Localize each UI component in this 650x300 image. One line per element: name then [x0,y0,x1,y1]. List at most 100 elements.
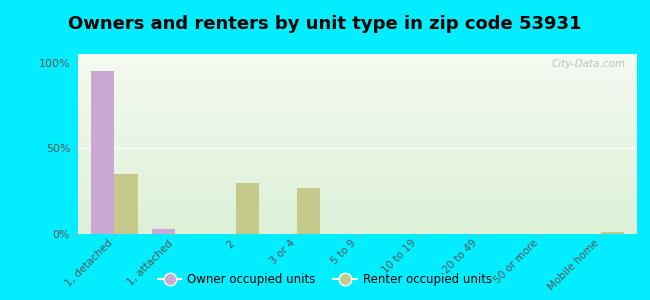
Bar [78,86,637,88]
Bar [78,126,637,128]
Bar [78,142,637,144]
Bar [78,193,637,194]
Bar [78,223,637,225]
Bar [78,162,637,164]
Bar [78,95,637,97]
Bar [78,72,637,74]
Bar [78,167,637,169]
Bar [78,214,637,216]
Bar [78,119,637,121]
Bar [78,74,637,76]
Bar [78,103,637,104]
Bar [78,76,637,77]
Bar [78,155,637,157]
Bar [78,203,637,205]
Bar [78,220,637,221]
Bar [78,101,637,103]
Bar [78,225,637,227]
Bar [78,77,637,79]
Bar [78,94,637,95]
Bar [78,164,637,166]
Bar [78,59,637,61]
Bar [78,108,637,110]
Bar [78,54,637,56]
Bar [78,146,637,148]
Bar [78,205,637,207]
Bar [78,216,637,218]
Bar [92,71,114,234]
Bar [78,67,637,68]
Bar [78,151,637,153]
Bar [78,157,637,158]
Bar [78,58,637,59]
Bar [78,173,637,175]
Bar [78,191,637,193]
Bar [78,133,637,135]
Bar [78,211,637,212]
Bar [78,115,637,117]
Bar [78,169,637,171]
Bar [78,207,637,209]
Bar [78,124,637,126]
Bar [78,229,637,230]
Bar [78,194,637,196]
Bar [78,110,637,112]
Bar [78,180,637,182]
Bar [78,90,637,92]
Bar [78,175,637,176]
Bar [78,139,637,140]
Bar [78,81,637,83]
Bar [236,183,259,234]
Bar [114,174,138,234]
Bar [78,113,637,115]
Bar [78,137,637,139]
Bar [78,65,637,67]
Bar [78,218,637,220]
Bar [78,85,637,86]
Bar [78,130,637,131]
Bar [78,209,637,211]
Bar [78,160,637,162]
Bar [78,61,637,63]
Bar [78,70,637,72]
Bar [78,196,637,198]
Bar [78,176,637,178]
Text: City-Data.com: City-Data.com [552,59,626,69]
Bar [78,56,637,58]
Bar [78,171,637,173]
Bar [78,122,637,124]
Bar [78,144,637,146]
Bar [78,140,637,142]
Bar [78,106,637,108]
Bar [78,148,637,149]
Bar [78,92,637,94]
Bar [297,188,320,234]
Bar [78,232,637,234]
Bar [601,232,623,234]
Bar [78,158,637,160]
Bar [78,227,637,229]
Bar [78,99,637,101]
Legend: Owner occupied units, Renter occupied units: Owner occupied units, Renter occupied un… [153,269,497,291]
Bar [78,68,637,70]
Bar [78,112,637,113]
Bar [78,128,637,130]
Text: Owners and renters by unit type in zip code 53931: Owners and renters by unit type in zip c… [68,15,582,33]
Bar [78,185,637,187]
Bar [78,135,637,137]
Bar [78,202,637,203]
Bar [78,83,637,85]
Bar [78,88,637,90]
Bar [78,117,637,119]
Bar [78,131,637,133]
Bar [78,149,637,151]
Bar [78,79,637,81]
Bar [78,221,637,223]
Bar [78,200,637,202]
Bar [78,63,637,65]
Bar [152,229,176,234]
Bar [78,184,637,185]
Bar [78,212,637,214]
Bar [78,178,637,180]
Bar [78,104,637,106]
